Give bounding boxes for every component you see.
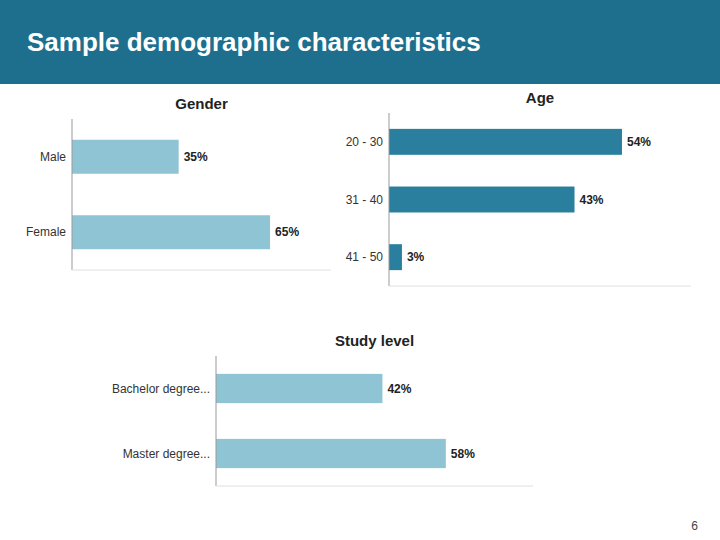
bar: [216, 439, 446, 468]
chart-title: Gender: [175, 95, 228, 112]
category-label: 31 - 40: [346, 193, 384, 207]
bar: [72, 215, 270, 249]
chart-title: Age: [526, 89, 554, 106]
bars: [72, 140, 270, 249]
chart: Gender Female Male 65% 35%: [26, 95, 331, 270]
chart: Age 41 - 50 31 - 40 20 - 30 3% 43% 54%: [346, 89, 691, 286]
category-label: Bachelor degree...: [112, 382, 210, 396]
data-label: 43%: [580, 193, 604, 207]
page: Sample demographic characteristics 6 Gende…: [0, 0, 720, 540]
bar: [389, 244, 402, 270]
page-title: Sample demographic characteristics: [27, 27, 481, 57]
category-label: 41 - 50: [346, 250, 384, 264]
data-label: 42%: [387, 382, 411, 396]
category-label: Male: [40, 150, 66, 164]
value-axis-range: [389, 286, 691, 287]
value-axis-range: [216, 486, 533, 487]
chart-title: Study level: [335, 332, 414, 349]
bar: [389, 129, 622, 155]
bars: [216, 374, 446, 468]
page-number: 6: [691, 519, 698, 533]
data-label: 54%: [627, 135, 651, 149]
bars: [389, 129, 622, 270]
category-label: 20 - 30: [346, 135, 384, 149]
bar: [389, 187, 575, 213]
category-axis: [389, 113, 390, 286]
value-axis-range: [72, 270, 331, 271]
category-axis: [72, 119, 73, 270]
data-label: 35%: [184, 150, 208, 164]
category-axis: [216, 356, 217, 486]
data-label: 58%: [451, 447, 475, 461]
title-banner: [0, 0, 720, 84]
data-label: 3%: [407, 250, 425, 264]
bar: [216, 374, 382, 403]
data-label: 65%: [275, 225, 299, 239]
category-label: Master degree...: [123, 447, 210, 461]
bar: [72, 140, 179, 174]
chart: Study level Master degree... Bachelor degr…: [112, 332, 533, 486]
category-label: Female: [26, 225, 66, 239]
